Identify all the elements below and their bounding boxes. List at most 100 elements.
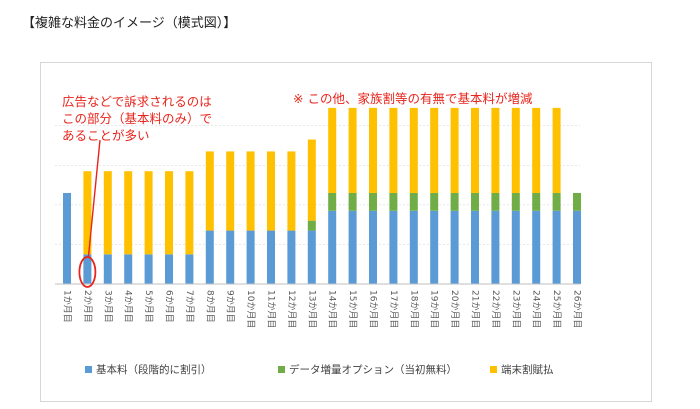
bar-segment-s0-c25 — [573, 210, 581, 284]
bar-segment-s0-c22 — [511, 210, 520, 284]
bars — [63, 107, 581, 284]
chart-frame — [40, 62, 652, 402]
bar-segment-s2-c9 — [246, 151, 255, 231]
bar-segment-s0-c16 — [389, 210, 398, 284]
bar-segment-s2-c10 — [267, 151, 275, 231]
bar-segment-s1-c14 — [348, 192, 357, 211]
bar-segment-s0-c2 — [103, 254, 112, 284]
bar-segment-s2-c19 — [450, 107, 459, 193]
x-tick-label: 6か月目 — [164, 290, 175, 323]
x-tick-label: 17か月目 — [388, 290, 399, 328]
x-tick-label: 24か月目 — [531, 290, 542, 328]
annotation-right-note: ※ この他、家族割等の有無で基本料が増減 — [293, 91, 533, 106]
bar-segment-s1-c13 — [328, 192, 337, 211]
x-tick-label: 16か月目 — [368, 290, 379, 328]
bar-segment-s0-c7 — [205, 230, 214, 284]
x-tick-label: 25か月目 — [551, 290, 562, 328]
bar-segment-s0-c17 — [409, 210, 418, 284]
x-tick-label: 18か月目 — [408, 290, 419, 328]
bar-segment-s0-c14 — [348, 210, 357, 284]
x-tick-label: 5か月目 — [143, 290, 154, 323]
legend-swatch — [85, 366, 92, 373]
bar-segment-s2-c13 — [328, 107, 337, 193]
legend: 基本料（段階的に割引） データ増量オプション（当初無料） 端末割賦払 — [85, 363, 554, 376]
bar-segment-s1-c18 — [430, 192, 439, 211]
chart-title: 【複雑な料金のイメージ（模式図）】 — [22, 16, 237, 31]
x-tick-label: 10か月目 — [245, 290, 256, 328]
bar-segment-s1-c24 — [552, 192, 561, 211]
bar-segment-s0-c5 — [165, 254, 173, 284]
x-tick-label: 20か月目 — [449, 290, 460, 328]
bar-segment-s2-c21 — [491, 107, 500, 193]
bar-segment-s2-c4 — [144, 171, 153, 255]
bar-segment-s2-c16 — [389, 107, 398, 193]
legend-swatch — [490, 366, 497, 373]
x-tick-label: 15か月目 — [347, 290, 358, 328]
bar-segment-s2-c1 — [83, 171, 92, 255]
x-tick-labels: 1か月目 2か月目 3か月目 4か月目 5か月目 6か月目 7か月目 8か月目 9か月目 10か月… — [62, 290, 583, 328]
bar-segment-s0-c15 — [369, 210, 377, 284]
x-tick-label: 4か月目 — [123, 290, 134, 323]
x-tick-label: 13か月目 — [306, 290, 317, 328]
bar-segment-s1-c15 — [369, 192, 377, 211]
bar-segment-s0-c8 — [226, 230, 235, 284]
legend-label: 端末割賦払 — [501, 363, 554, 376]
bar-segment-s2-c3 — [124, 171, 133, 255]
annotations: 広告などで訴求されるのは この部分（基本料のみ）で あることが多い ※ この他、… — [62, 91, 533, 288]
gridlines — [55, 125, 580, 245]
bar-segment-s2-c22 — [511, 107, 520, 193]
x-tick-label: 21か月目 — [470, 290, 481, 328]
x-tick-label: 14か月目 — [327, 290, 338, 328]
bar-segment-s0-c21 — [491, 210, 500, 284]
annotation-left-line-3: あることが多い — [62, 128, 150, 143]
bar-segment-s2-c8 — [226, 151, 235, 231]
bar-segment-s2-c7 — [205, 151, 214, 231]
bar-segment-s0-c13 — [328, 210, 337, 284]
bar-segment-s1-c25 — [573, 192, 581, 211]
bar-segment-s0-c6 — [185, 254, 194, 284]
bar-segment-s1-c23 — [532, 192, 541, 211]
x-tick-label: 11か月目 — [266, 290, 277, 328]
x-tick-label: 19か月目 — [429, 290, 440, 328]
bar-segment-s2-c17 — [409, 107, 418, 193]
bar-segment-s0-c24 — [552, 210, 561, 284]
bar-segment-s2-c5 — [165, 171, 173, 255]
bar-segment-s1-c19 — [450, 192, 459, 211]
bar-segment-s0-c20 — [471, 210, 479, 284]
bar-segment-s1-c20 — [471, 192, 479, 211]
bar-segment-s0-c19 — [450, 210, 459, 284]
highlight-circle — [78, 256, 97, 288]
bar-segment-s2-c24 — [552, 107, 561, 193]
bar-segment-s1-c16 — [389, 192, 398, 211]
bar-segment-s2-c11 — [287, 151, 296, 231]
bar-segment-s2-c18 — [430, 107, 439, 193]
legend-label: データ増量オプション（当初無料） — [289, 363, 457, 376]
x-tick-label: 26か月目 — [572, 290, 583, 328]
bar-segment-s1-c12 — [307, 220, 316, 231]
bar-segment-s2-c15 — [369, 107, 377, 193]
x-tick-label: 8か月目 — [204, 290, 215, 323]
x-tick-label: 2か月目 — [82, 290, 93, 323]
bar-segment-s2-c23 — [532, 107, 541, 193]
bar-segment-s1-c22 — [511, 192, 520, 211]
bar-segment-s0-c23 — [532, 210, 541, 284]
legend-label: 基本料（段階的に割引） — [96, 363, 212, 376]
bar-segment-s0-c18 — [430, 210, 439, 284]
legend-swatch — [278, 366, 285, 373]
bar-segment-s0-c1 — [83, 254, 92, 284]
annotation-left-line-1: 広告などで訴求されるのは — [62, 94, 212, 109]
bar-segment-s0-c10 — [267, 230, 275, 284]
bar-segment-s0-c3 — [124, 254, 133, 284]
bar-segment-s0-c12 — [307, 230, 316, 284]
x-tick-label: 23か月目 — [510, 290, 521, 328]
bar-segment-s2-c6 — [185, 171, 194, 255]
bar-segment-s2-c2 — [103, 171, 112, 255]
x-tick-label: 22か月目 — [490, 290, 501, 328]
x-tick-label: 9か月目 — [225, 290, 236, 323]
bar-segment-s0-c11 — [287, 230, 296, 284]
bar-segment-s2-c12 — [307, 139, 316, 221]
x-tick-label: 7か月目 — [184, 290, 195, 323]
bar-segment-s1-c17 — [409, 192, 418, 211]
bar-segment-s0-c9 — [246, 230, 255, 284]
